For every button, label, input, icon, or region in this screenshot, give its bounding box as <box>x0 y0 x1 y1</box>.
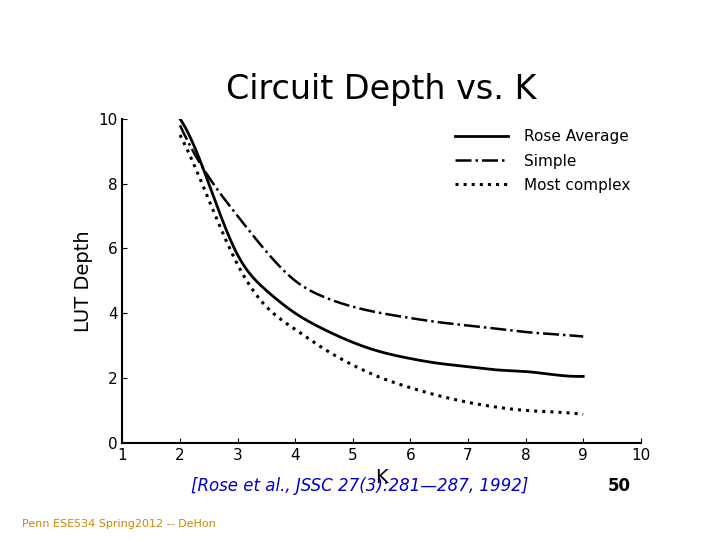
Most complex <box>516 407 524 413</box>
Y-axis label: LUT Depth: LUT Depth <box>73 230 93 332</box>
Most complex <box>415 387 424 394</box>
Simple <box>579 333 588 340</box>
X-axis label: K: K <box>375 468 388 487</box>
Title: Circuit Depth vs. K: Circuit Depth vs. K <box>226 73 537 106</box>
Rose Average <box>415 357 424 363</box>
Rose Average <box>423 359 431 365</box>
Line: Rose Average: Rose Average <box>180 119 583 376</box>
Rose Average <box>176 116 184 122</box>
Text: 50: 50 <box>608 477 631 495</box>
Most complex <box>415 387 423 394</box>
Rose Average <box>575 373 583 380</box>
Most complex <box>541 408 550 415</box>
Most complex <box>579 411 588 417</box>
Most complex <box>177 134 186 141</box>
Text: Penn ESE534 Spring2012 -- DeHon: Penn ESE534 Spring2012 -- DeHon <box>22 519 215 529</box>
Rose Average <box>516 368 524 374</box>
Simple <box>415 316 423 322</box>
Simple <box>415 316 424 323</box>
Simple <box>177 125 186 131</box>
Rose Average <box>579 373 588 380</box>
Rose Average <box>541 370 550 377</box>
Text: [Rose et al., JSSC 27(3):281—287, 1992]: [Rose et al., JSSC 27(3):281—287, 1992] <box>192 477 528 495</box>
Simple <box>423 318 431 324</box>
Simple <box>516 328 524 335</box>
Most complex <box>423 389 431 396</box>
Line: Simple: Simple <box>180 125 583 336</box>
Rose Average <box>415 357 423 363</box>
Simple <box>176 122 184 129</box>
Line: Most complex: Most complex <box>180 135 583 414</box>
Legend: Rose Average, Simple, Most complex: Rose Average, Simple, Most complex <box>449 123 636 199</box>
Most complex <box>176 132 184 138</box>
Rose Average <box>177 118 186 124</box>
Simple <box>541 330 550 337</box>
